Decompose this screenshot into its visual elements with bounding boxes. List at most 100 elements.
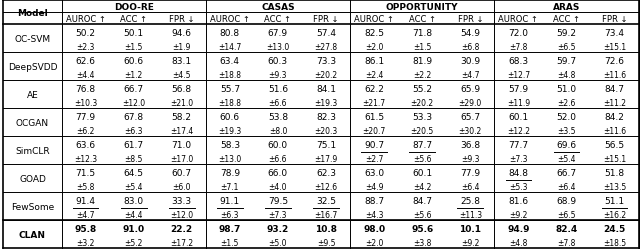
Text: ±4.3: ±4.3	[365, 210, 383, 220]
Text: 91.0: 91.0	[123, 224, 145, 234]
Text: ±2.0: ±2.0	[365, 43, 383, 52]
Text: 94.6: 94.6	[172, 29, 192, 38]
Text: 79.5: 79.5	[268, 196, 288, 205]
Text: ±6.5: ±6.5	[557, 210, 576, 220]
Text: ±30.2: ±30.2	[459, 127, 482, 136]
Text: ±7.8: ±7.8	[509, 43, 527, 52]
Text: 54.9: 54.9	[460, 29, 480, 38]
Text: 57.4: 57.4	[316, 29, 336, 38]
Text: ±16.7: ±16.7	[314, 210, 338, 220]
Text: 53.3: 53.3	[412, 113, 432, 122]
Text: ±12.7: ±12.7	[507, 71, 530, 80]
Text: ±8.0: ±8.0	[269, 127, 287, 136]
Text: ARAS: ARAS	[553, 3, 580, 12]
Text: ±9.5: ±9.5	[317, 238, 335, 248]
Text: ±11.6: ±11.6	[603, 71, 626, 80]
Text: 64.5: 64.5	[124, 168, 143, 177]
Text: 62.2: 62.2	[364, 85, 384, 94]
Text: ±1.2: ±1.2	[125, 71, 143, 80]
Text: ±20.2: ±20.2	[314, 71, 337, 80]
Text: 22.2: 22.2	[171, 224, 193, 234]
Text: ±17.2: ±17.2	[170, 238, 193, 248]
Text: ±12.2: ±12.2	[507, 127, 530, 136]
Text: OPPORTUNITY: OPPORTUNITY	[386, 3, 458, 12]
Text: 73.4: 73.4	[605, 29, 625, 38]
Text: OCGAN: OCGAN	[16, 118, 49, 127]
Text: ±6.5: ±6.5	[557, 43, 576, 52]
Text: CLAN: CLAN	[19, 230, 46, 239]
Text: 86.1: 86.1	[364, 57, 384, 66]
Text: ±20.3: ±20.3	[314, 127, 338, 136]
Text: FewSome: FewSome	[11, 202, 54, 211]
Text: 62.6: 62.6	[76, 57, 95, 66]
Text: 50.2: 50.2	[76, 29, 95, 38]
Text: 94.9: 94.9	[507, 224, 530, 234]
Text: 67.8: 67.8	[124, 113, 144, 122]
Text: ±10.3: ±10.3	[74, 99, 97, 108]
Text: ±12.0: ±12.0	[170, 210, 193, 220]
Text: ±18.8: ±18.8	[218, 71, 241, 80]
Text: 69.6: 69.6	[556, 141, 577, 150]
Text: 77.9: 77.9	[76, 113, 95, 122]
Text: 81.9: 81.9	[412, 57, 432, 66]
Text: 65.7: 65.7	[460, 113, 481, 122]
Text: 84.1: 84.1	[316, 85, 336, 94]
Text: ±4.5: ±4.5	[173, 71, 191, 80]
Text: 61.7: 61.7	[124, 141, 144, 150]
Text: ±5.3: ±5.3	[509, 182, 527, 192]
Text: 82.5: 82.5	[364, 29, 384, 38]
Text: ±18.5: ±18.5	[603, 238, 626, 248]
Text: 71.8: 71.8	[412, 29, 432, 38]
Text: FPR ↓: FPR ↓	[458, 15, 483, 24]
Text: 53.8: 53.8	[268, 113, 288, 122]
Text: 56.5: 56.5	[605, 141, 625, 150]
Text: 90.7: 90.7	[364, 141, 384, 150]
Text: ACC ↑: ACC ↑	[264, 15, 291, 24]
Text: 91.1: 91.1	[220, 196, 240, 205]
Text: ±29.0: ±29.0	[459, 99, 482, 108]
Text: ±3.5: ±3.5	[557, 127, 576, 136]
Text: 84.7: 84.7	[605, 85, 625, 94]
Text: ±12.6: ±12.6	[314, 182, 337, 192]
Text: 84.7: 84.7	[412, 196, 432, 205]
Text: AUROC ↑: AUROC ↑	[499, 15, 538, 24]
Text: ACC ↑: ACC ↑	[120, 15, 147, 24]
Text: 71.0: 71.0	[172, 141, 192, 150]
Text: 33.3: 33.3	[172, 196, 192, 205]
Text: ±15.1: ±15.1	[603, 43, 626, 52]
Text: 10.8: 10.8	[315, 224, 337, 234]
Text: ±17.0: ±17.0	[170, 154, 193, 164]
Text: ±11.2: ±11.2	[603, 99, 626, 108]
Text: 87.7: 87.7	[412, 141, 432, 150]
Text: ±7.8: ±7.8	[557, 238, 575, 248]
Text: ±17.9: ±17.9	[314, 154, 338, 164]
Text: ±7.3: ±7.3	[509, 154, 527, 164]
Text: ±5.4: ±5.4	[124, 182, 143, 192]
Text: ±16.2: ±16.2	[603, 210, 626, 220]
Text: 82.4: 82.4	[556, 224, 578, 234]
Text: 62.3: 62.3	[316, 168, 336, 177]
Text: ±6.4: ±6.4	[557, 182, 576, 192]
Text: 30.9: 30.9	[460, 57, 481, 66]
Text: ±20.7: ±20.7	[362, 127, 386, 136]
Text: ACC ↑: ACC ↑	[409, 15, 436, 24]
Text: ±11.6: ±11.6	[603, 127, 626, 136]
Text: ±27.8: ±27.8	[314, 43, 337, 52]
Text: ±2.0: ±2.0	[365, 238, 383, 248]
Text: 60.7: 60.7	[172, 168, 192, 177]
Text: 51.6: 51.6	[268, 85, 288, 94]
Text: ±6.0: ±6.0	[173, 182, 191, 192]
Text: 65.9: 65.9	[460, 85, 481, 94]
Text: 95.6: 95.6	[411, 224, 433, 234]
Text: 51.0: 51.0	[556, 85, 577, 94]
Text: 60.1: 60.1	[508, 113, 529, 122]
Text: ±4.0: ±4.0	[269, 182, 287, 192]
Text: DOO-RE: DOO-RE	[114, 3, 154, 12]
Text: 56.8: 56.8	[172, 85, 192, 94]
Text: ±1.5: ±1.5	[124, 43, 143, 52]
Text: ±4.9: ±4.9	[365, 182, 383, 192]
Text: ±7.3: ±7.3	[269, 210, 287, 220]
Text: ±14.7: ±14.7	[218, 43, 241, 52]
Text: ±18.8: ±18.8	[218, 99, 241, 108]
Text: 71.5: 71.5	[76, 168, 95, 177]
